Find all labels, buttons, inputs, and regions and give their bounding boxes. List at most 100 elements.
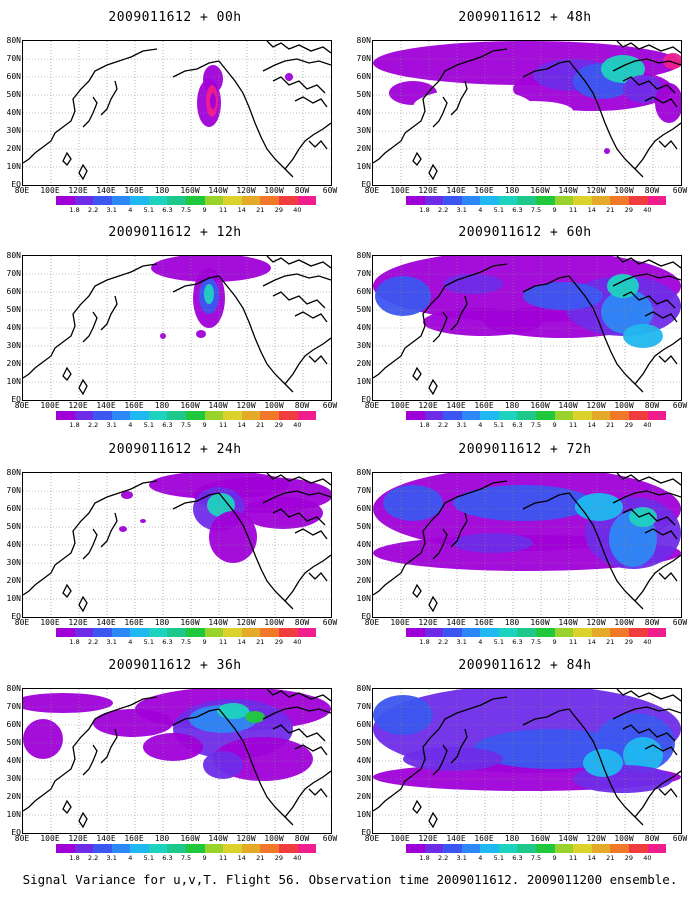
coastline (568, 708, 644, 826)
colorbar-label: 5.1 (143, 206, 155, 214)
lon-label: 60W (322, 186, 338, 195)
colorbar-label: 4 (478, 421, 483, 429)
colorbar-label: 21 (606, 638, 615, 646)
lon-label: 80E (14, 834, 30, 843)
colorbar-label: 4 (478, 854, 483, 862)
colorbar-swatch (186, 844, 205, 853)
colorbar-swatch (498, 196, 518, 205)
lon-label: 120W (586, 186, 606, 195)
variance-contour (443, 274, 503, 294)
low-variance-region (373, 105, 453, 137)
coastline (218, 275, 294, 393)
lon-label: 80W (644, 401, 660, 410)
lon-label: 160E (474, 401, 494, 410)
coastline (428, 378, 438, 396)
colorbar-swatch (517, 844, 537, 853)
lon-label: 180 (154, 186, 170, 195)
colorbar-swatch (167, 628, 187, 637)
colorbar-label: 3.1 (106, 854, 117, 862)
variance-contour (601, 290, 653, 334)
lon-label: 140W (208, 618, 228, 627)
lat-label: 50N (6, 305, 21, 314)
colorbar-swatch (56, 628, 75, 637)
coastline (23, 48, 158, 164)
colorbar-swatch (424, 844, 444, 853)
colorbar-label: 9 (202, 638, 207, 646)
colorbar-swatch (130, 628, 149, 637)
coastline (612, 58, 681, 72)
lon-label: 140W (558, 834, 578, 843)
colorbar-swatch (130, 411, 149, 420)
colorbar-label: 29 (274, 206, 283, 214)
colorbar-label: 7.5 (530, 206, 542, 214)
coastline (284, 770, 331, 818)
colorbar-swatch (424, 628, 444, 637)
colorbar (406, 844, 667, 853)
variance-contour (663, 53, 681, 69)
lon-label: 140E (446, 834, 466, 843)
colorbar-label: 4 (128, 638, 133, 646)
coastline (616, 473, 681, 486)
colorbar-swatch (554, 411, 574, 420)
colorbar-label: 11 (569, 638, 578, 646)
colorbar-label: 1.8 (419, 854, 430, 862)
lat-label: 50N (356, 90, 371, 99)
coastline (262, 58, 331, 72)
lon-label: 120E (68, 186, 88, 195)
coastline (218, 60, 294, 178)
lat-label: EQ (11, 612, 21, 621)
colorbar-label: 21 (256, 638, 265, 646)
lat-label: EQ (361, 180, 371, 189)
colorbar-label: 7.5 (180, 421, 192, 429)
colorbar-swatch (536, 411, 555, 420)
colorbar-label: 3.1 (106, 638, 117, 646)
variance-contour (217, 703, 249, 719)
lat-label: 70N (6, 486, 21, 495)
colorbar-label: 40 (293, 854, 302, 862)
lon-label: 140W (208, 401, 228, 410)
forecast-panel: 2009011612 + 12h 80N 70N 60N 50N 40N 30N 20N 10N… (0, 215, 350, 433)
lat-label: 10N (6, 810, 21, 819)
colorbar-swatch (498, 411, 518, 420)
coastline (172, 708, 220, 726)
coastline (78, 378, 88, 396)
colorbar-swatch (56, 196, 75, 205)
coastline (450, 80, 468, 116)
coastline (612, 490, 681, 504)
colorbar-label: 11 (569, 421, 578, 429)
colorbar-swatch (241, 844, 261, 853)
forecast-panel: 2009011612 + 48h 80N 70N 60N 50N 40N 30N 20N 10N… (350, 0, 700, 218)
coastline (373, 263, 508, 379)
colorbar-swatch (74, 628, 94, 637)
lon-label: 160E (474, 834, 494, 843)
lat-label: 10N (356, 377, 371, 386)
colorbar-swatch (443, 844, 462, 853)
lat-label: 20N (6, 144, 21, 153)
colorbar-swatch (536, 844, 555, 853)
colorbar-label: 6.3 (512, 206, 523, 214)
colorbar-label: 2.2 (87, 206, 99, 214)
coastline (23, 696, 158, 812)
lon-label: 120W (586, 401, 606, 410)
coastline (622, 76, 676, 94)
colorbar-swatch (74, 411, 94, 420)
colorbar-swatch (111, 628, 131, 637)
panel-title: 2009011612 + 24h (108, 442, 242, 457)
lat-label: 80N (356, 36, 371, 45)
lon-label: 120E (418, 186, 438, 195)
coastline (294, 744, 328, 756)
colorbar-swatch (536, 628, 555, 637)
colorbar-swatch (278, 844, 298, 853)
lat-label: 20N (356, 359, 371, 368)
coastline (622, 508, 676, 526)
colorbar-label: 29 (624, 854, 633, 862)
colorbar-label: 21 (256, 206, 265, 214)
lon-label: 140E (96, 401, 116, 410)
coastline (308, 572, 328, 582)
colorbar-label: 1.8 (69, 206, 80, 214)
variance-contour (243, 497, 323, 529)
coastline (272, 291, 326, 309)
colorbar-swatch (223, 411, 242, 420)
colorbar-swatch (148, 196, 168, 205)
colorbar-label: 1.8 (419, 421, 430, 429)
